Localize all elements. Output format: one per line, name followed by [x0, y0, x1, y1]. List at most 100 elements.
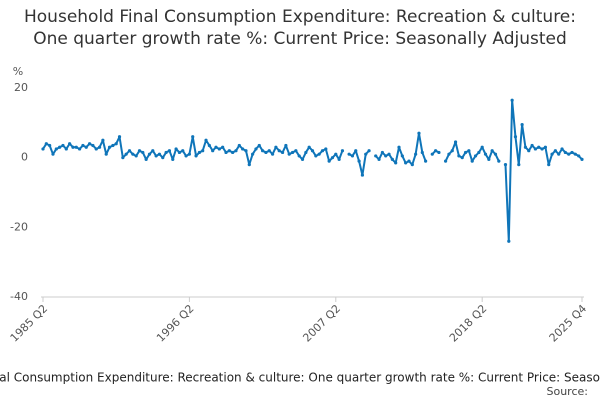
data-point [310, 149, 315, 153]
data-point [527, 149, 531, 153]
y-tick-label: 20 [14, 81, 28, 94]
data-point [211, 149, 215, 153]
data-point [477, 150, 481, 155]
data-point [327, 159, 331, 163]
legend-entry: Household Final Consumption Expenditure:… [0, 371, 600, 385]
data-point [224, 150, 228, 155]
data-point [400, 154, 404, 158]
data-point [304, 150, 308, 155]
data-point [503, 163, 508, 167]
data-point [151, 149, 155, 153]
data-point [374, 154, 378, 158]
data-point [117, 135, 122, 139]
data-point [287, 152, 291, 156]
data-point [434, 149, 438, 153]
data-point [517, 163, 521, 167]
data-point [147, 152, 152, 156]
data-point [131, 152, 135, 156]
data-point [404, 161, 408, 165]
data-point [64, 147, 68, 151]
data-point [324, 147, 328, 151]
data-point [553, 149, 557, 153]
data-point [380, 150, 384, 155]
data-point [197, 150, 201, 155]
data-point [314, 154, 318, 158]
data-point [251, 152, 255, 156]
data-point [573, 152, 577, 156]
data-point [114, 142, 118, 146]
data-point [330, 156, 335, 160]
data-point [424, 159, 428, 163]
data-point [317, 152, 321, 156]
data-point [507, 239, 511, 243]
data-point [577, 154, 581, 158]
data-point [217, 147, 221, 151]
data-point [457, 154, 461, 158]
data-point [397, 145, 401, 149]
data-point [407, 159, 411, 163]
data-point [340, 149, 345, 153]
x-tick-label: 1996 Q2 [154, 302, 197, 345]
data-point [284, 143, 288, 148]
data-point [91, 143, 95, 148]
data-point [467, 149, 471, 153]
source: Source: [547, 385, 589, 398]
data-point [567, 152, 571, 156]
y-tick-label: -40 [10, 290, 28, 303]
y-tick-label: 0 [21, 151, 28, 164]
data-point [201, 149, 205, 153]
x-tick-label: 2018 Q2 [447, 302, 490, 345]
data-point [167, 149, 172, 153]
y-axis-label: % [13, 65, 23, 78]
data-point [87, 142, 92, 146]
data-point [347, 152, 351, 156]
data-point [530, 143, 534, 148]
data-point [171, 157, 175, 162]
data-point [107, 145, 112, 149]
data-point [41, 147, 45, 151]
data-point [490, 149, 494, 153]
data-point [154, 154, 158, 158]
data-point [410, 163, 414, 167]
data-point [497, 159, 501, 163]
series-line [42, 99, 583, 243]
data-point [297, 154, 301, 158]
data-point [74, 145, 78, 149]
data-point [134, 154, 138, 158]
data-point [247, 163, 251, 167]
data-point [384, 154, 388, 158]
data-point [550, 152, 554, 156]
data-point [487, 157, 491, 162]
data-point [563, 150, 567, 155]
data-point [447, 152, 451, 156]
data-point [460, 156, 464, 160]
data-point [161, 156, 165, 160]
data-point [470, 159, 474, 163]
data-point [547, 163, 551, 167]
data-point [523, 145, 528, 149]
data-point [480, 145, 484, 149]
data-point [274, 145, 278, 149]
data-point [111, 143, 115, 148]
data-point [157, 152, 162, 156]
data-point [141, 150, 145, 155]
data-point [214, 145, 218, 149]
data-point [360, 173, 365, 177]
data-point [264, 150, 268, 155]
data-point [414, 152, 418, 156]
data-point [194, 154, 198, 158]
data-point [270, 152, 275, 156]
data-point [257, 143, 261, 148]
data-point [204, 138, 208, 142]
data-point [184, 154, 188, 158]
data-point [417, 131, 421, 135]
data-point [354, 149, 358, 153]
x-tick-label: 2007 Q2 [300, 302, 343, 345]
data-point [307, 145, 311, 149]
data-point [121, 156, 125, 160]
data-point [207, 143, 211, 148]
data-point [51, 152, 55, 156]
data-point [387, 152, 391, 156]
